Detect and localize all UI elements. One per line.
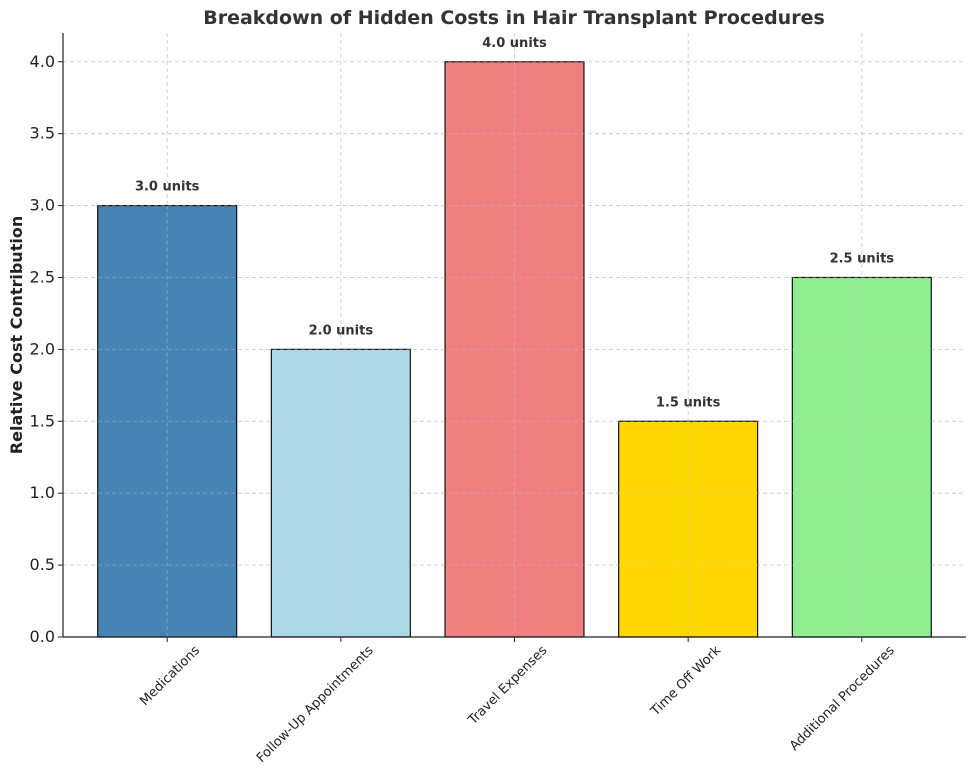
y-tick-label: 2.5 (30, 267, 55, 286)
y-tick-label: 1.5 (30, 411, 55, 430)
y-tick-label: 3.0 (30, 196, 55, 215)
axis-layer (58, 33, 966, 642)
y-tick-label: 2.0 (30, 339, 55, 358)
x-tick-label: Additional Procedures (787, 643, 898, 754)
bar-layer (63, 61, 966, 638)
y-tick-label: 0.5 (30, 555, 55, 574)
y-tick-label: 1.0 (30, 483, 55, 502)
x-tick-label: Medications (137, 643, 203, 709)
data-label: 2.0 units (309, 323, 374, 338)
chart-title: Breakdown of Hidden Costs in Hair Transp… (203, 7, 825, 29)
data-label: 3.0 units (135, 180, 200, 195)
data-label: 1.5 units (656, 395, 721, 410)
bar (791, 276, 932, 638)
x-tick-label: Travel Expenses (465, 643, 551, 729)
x-tick-label: Follow-Up Appointments (254, 643, 377, 766)
x-tick-label: Time Off Work (647, 643, 724, 720)
y-tick-label: 0.0 (30, 627, 55, 646)
y-tick-label: 4.0 (30, 52, 55, 71)
data-label: 2.5 units (830, 251, 895, 266)
y-axis-label: Relative Cost Contribution (7, 216, 26, 454)
data-label: 4.0 units (482, 36, 547, 51)
y-tick-label: 3.5 (30, 124, 55, 143)
